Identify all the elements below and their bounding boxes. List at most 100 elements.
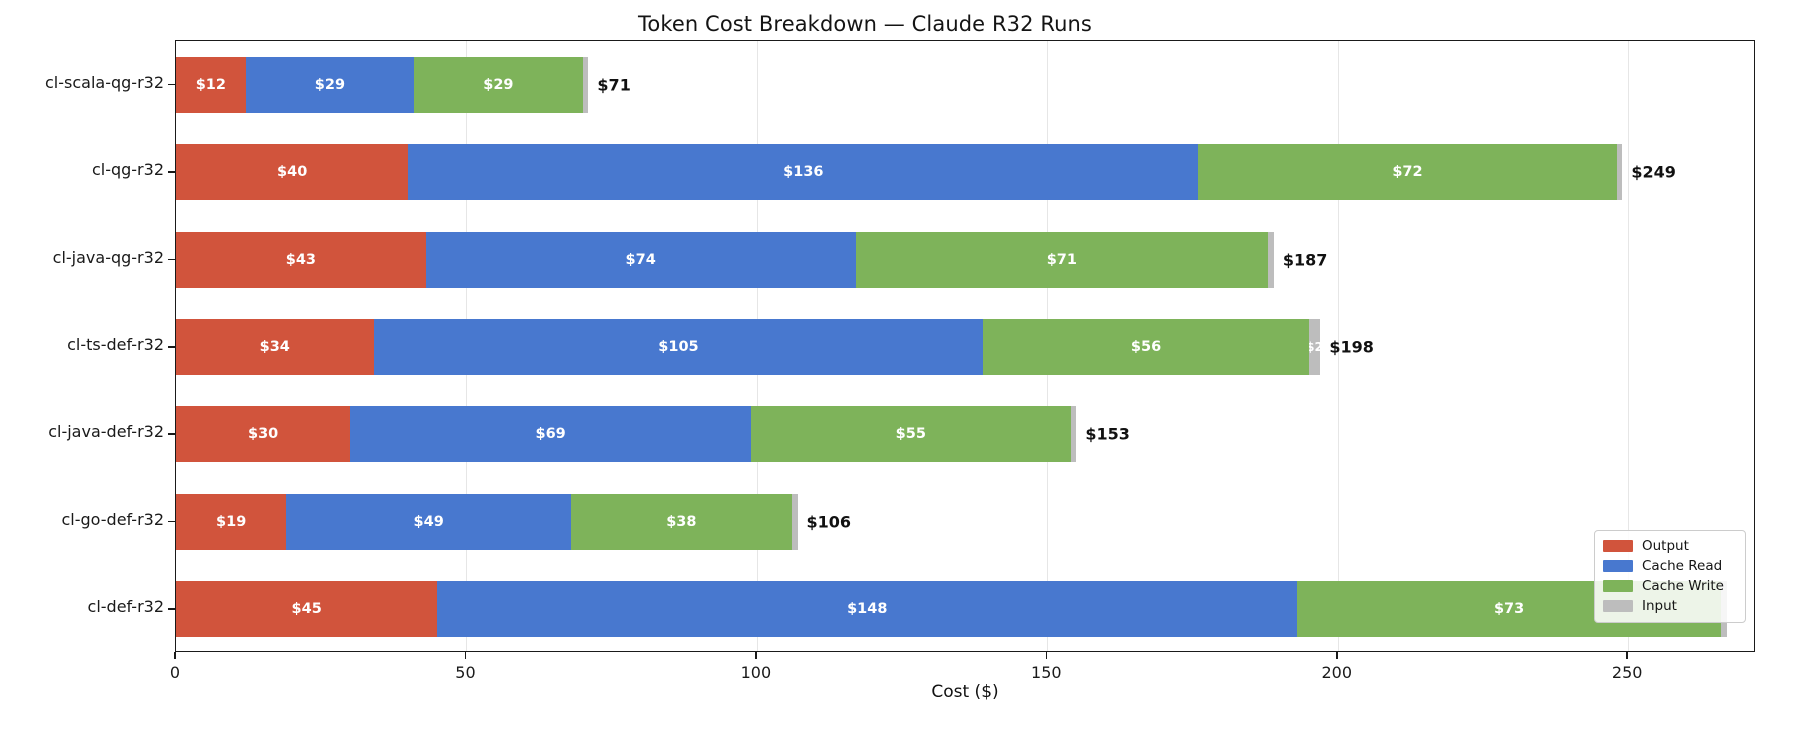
- x-tick-label: 150: [1031, 663, 1062, 682]
- bar-row: $43 $74 $71 $187: [176, 231, 1756, 288]
- x-gridline: [1337, 41, 1339, 651]
- segment-value-label: $105: [658, 339, 699, 355]
- bar-segment-cache-read[interactable]: $49: [286, 493, 571, 550]
- y-tick-cl-java-def-r32: cl-java-def-r32: [48, 422, 164, 442]
- chart-legend[interactable]: Output Cache Read Cache Write Input: [1594, 530, 1746, 623]
- segment-value-label: $56: [1130, 339, 1162, 355]
- bar-segment-cache-read[interactable]: $69: [350, 406, 752, 463]
- bar-segment-cache-read[interactable]: $105: [373, 319, 984, 375]
- legend-label: Cache Read: [1642, 558, 1723, 574]
- bar-row: $40 $136 $72 $249: [176, 144, 1756, 201]
- bar-segment-cache-read[interactable]: $74: [425, 231, 856, 288]
- segment-value-label: $40: [277, 164, 308, 181]
- segment-value-label: $45: [291, 601, 322, 618]
- legend-swatch-icon: [1603, 540, 1633, 552]
- x-tick-mark: [464, 652, 467, 659]
- segment-value-label: $12: [195, 76, 226, 93]
- y-tick-mark: [168, 433, 175, 435]
- bar-row: $12 $29 $29 $71: [176, 56, 1756, 113]
- bar-total-label: $187: [1282, 250, 1328, 270]
- segment-value-label: $74: [625, 251, 656, 268]
- bar-total-label: $153: [1085, 424, 1130, 444]
- x-tick-mark: [1626, 652, 1628, 659]
- segment-value-label: $2: [1308, 340, 1321, 354]
- bar-row: $45 $148 $73: [176, 581, 1756, 638]
- y-tick-mark: [168, 83, 175, 86]
- bar-segment-input[interactable]: [1268, 231, 1274, 288]
- bar-segment-output[interactable]: $12: [176, 56, 246, 113]
- segment-value-label: $43: [285, 251, 317, 268]
- x-axis-title: Cost ($): [175, 682, 1755, 702]
- bar-segment-cache-read[interactable]: $136: [408, 144, 1199, 201]
- bar-segment-output[interactable]: $19: [176, 493, 287, 550]
- bar-total-label: $106: [806, 512, 852, 532]
- y-tick-cl-qg-r32: cl-qg-r32: [91, 160, 164, 180]
- y-tick-cl-def-r32: cl-def-r32: [87, 597, 164, 617]
- segment-value-label: $29: [314, 76, 346, 93]
- chart-title: Token Cost Breakdown — Claude R32 Runs: [0, 12, 1800, 36]
- bar-segment-input[interactable]: [1070, 406, 1077, 463]
- bar-segment-input[interactable]: $2: [1308, 319, 1321, 375]
- y-tick-mark: [168, 171, 175, 173]
- bar-segment-output[interactable]: $40: [176, 144, 409, 201]
- x-tick-mark: [174, 652, 176, 659]
- segment-value-label: $69: [535, 426, 566, 443]
- x-tick-mark: [1045, 652, 1048, 659]
- segment-value-label: $38: [666, 513, 697, 530]
- legend-swatch-icon: [1603, 600, 1633, 612]
- x-gridline: [1628, 41, 1630, 651]
- plot-axes: $12 $29 $29 $71 $40 $136 $72 $249 $43 $74 $71 $187 $…: [175, 40, 1755, 652]
- bar-segment-cache-write[interactable]: $72: [1198, 144, 1617, 201]
- bar-total-label: $71: [597, 75, 631, 95]
- segment-value-label: $19: [216, 513, 247, 530]
- bar-total-label: $249: [1631, 162, 1676, 182]
- y-tick-mark: [168, 608, 175, 610]
- legend-item[interactable]: Output: [1603, 536, 1737, 556]
- bar-segment-cache-write[interactable]: $56: [983, 319, 1309, 375]
- y-tick-mark: [168, 520, 175, 523]
- legend-label: Cache Write: [1642, 578, 1724, 594]
- bar-segment-cache-read[interactable]: $148: [437, 581, 1298, 638]
- legend-item[interactable]: Input: [1603, 596, 1737, 616]
- bar-segment-cache-write[interactable]: $29: [414, 56, 583, 113]
- y-tick-cl-java-qg-r32: cl-java-qg-r32: [52, 247, 164, 267]
- segment-value-label: $148: [847, 601, 888, 618]
- bar-segment-cache-write[interactable]: $38: [571, 493, 792, 550]
- y-tick-cl-go-def-r32: cl-go-def-r32: [61, 509, 165, 529]
- bar-segment-cache-write[interactable]: $55: [751, 406, 1071, 463]
- chart-title-text: Token Cost Breakdown — Claude R32 Runs: [638, 12, 1092, 36]
- legend-label: Input: [1642, 598, 1677, 614]
- x-tick-mark: [755, 652, 757, 659]
- bar-segment-output[interactable]: $34: [176, 319, 374, 375]
- legend-label: Output: [1642, 538, 1689, 554]
- x-tick-label: 200: [1321, 663, 1353, 682]
- bar-segment-output[interactable]: $43: [176, 231, 426, 288]
- y-tick-cl-ts-def-r32: cl-ts-def-r32: [67, 335, 164, 354]
- bar-segment-input[interactable]: [791, 493, 798, 550]
- bar-segment-output[interactable]: $45: [176, 581, 438, 638]
- y-tick-mark: [168, 346, 175, 348]
- bar-total-label: $198: [1329, 337, 1374, 357]
- x-tick-mark: [1336, 652, 1338, 659]
- segment-value-label: $34: [259, 339, 290, 355]
- segment-value-label: $136: [783, 164, 824, 181]
- legend-item[interactable]: Cache Write: [1603, 576, 1737, 596]
- segment-value-label: $71: [1046, 251, 1077, 268]
- legend-item[interactable]: Cache Read: [1603, 556, 1737, 576]
- y-tick-cl-scala-qg-r32: cl-scala-qg-r32: [45, 72, 164, 92]
- x-tick-label: 100: [740, 663, 772, 682]
- bar-segment-input[interactable]: [582, 56, 589, 113]
- bar-row: $30 $69 $55 $153: [176, 406, 1756, 463]
- y-tick-mark: [168, 258, 175, 261]
- bar-segment-cache-read[interactable]: $29: [245, 56, 415, 113]
- bar-segment-cache-write[interactable]: $71: [855, 231, 1269, 288]
- legend-swatch-icon: [1603, 560, 1633, 572]
- segment-value-label: $55: [895, 426, 926, 443]
- x-tick-label: 0: [169, 663, 181, 682]
- bar-row: $34 $105 $56 $2 $198: [176, 319, 1756, 375]
- x-axis-title-text: Cost ($): [931, 682, 999, 702]
- plot-area: $12 $29 $29 $71 $40 $136 $72 $249 $43 $74 $71 $187 $…: [176, 41, 1754, 651]
- bar-segment-output[interactable]: $30: [176, 406, 351, 463]
- bar-segment-input[interactable]: [1616, 144, 1623, 201]
